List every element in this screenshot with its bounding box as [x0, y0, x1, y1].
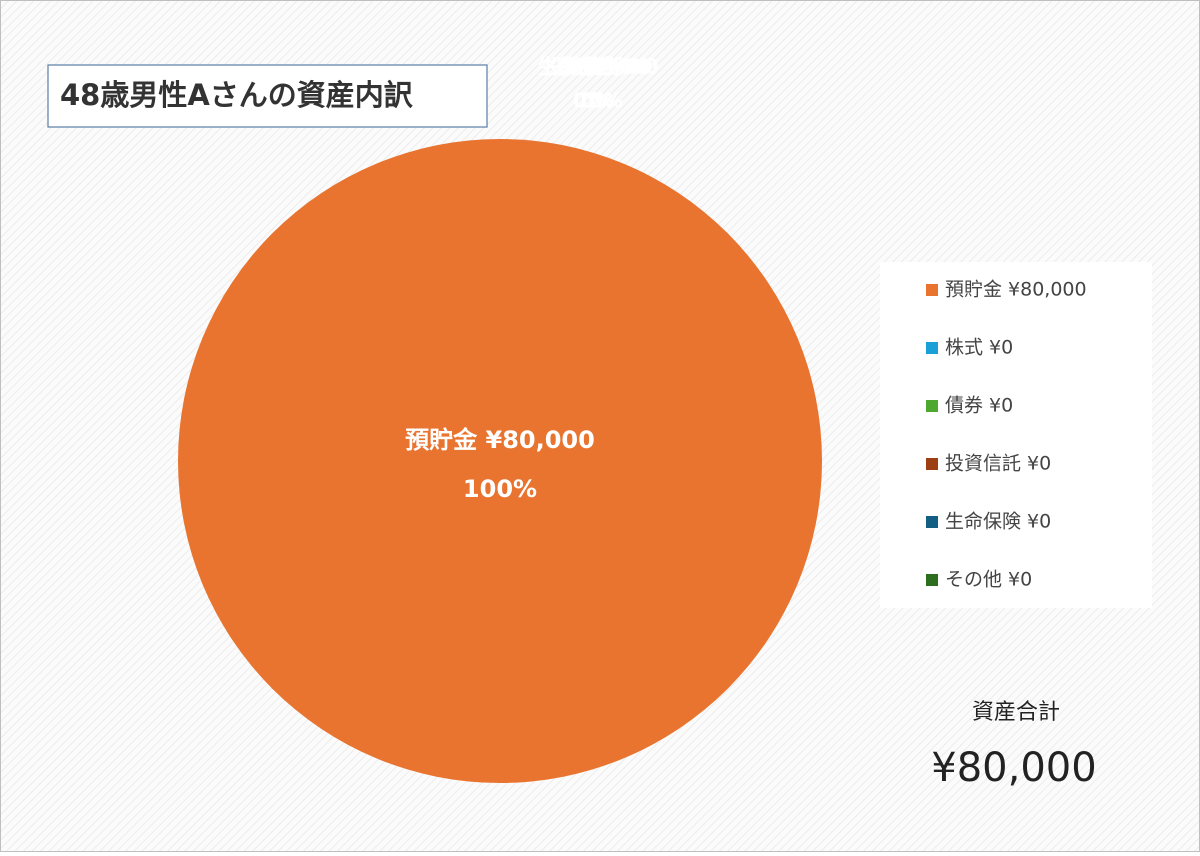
- title-box: [47, 64, 488, 128]
- data-label: 投資信託 ¥0: [544, 55, 659, 79]
- total-value: ¥80,000: [931, 745, 1096, 791]
- legend-label: 株式 ¥0: [945, 337, 1013, 359]
- legend-swatch: [926, 400, 938, 412]
- legend: 預貯金 ¥80,000 株式 ¥0 債券 ¥0 投資信託 ¥0 生命保険 ¥0 その他 ¥…: [926, 279, 1087, 591]
- data-label: 生命保険 ¥0: [538, 55, 653, 79]
- data-label: 株式 ¥0: [564, 55, 639, 79]
- pie-slice: [178, 139, 822, 783]
- data-label-percent: 100%: [463, 475, 537, 503]
- legend-label: その他 ¥0: [945, 569, 1032, 591]
- data-label-percent: 0%: [581, 89, 615, 113]
- legend-swatch: [926, 342, 938, 354]
- total-label: 資産合計: [972, 700, 1060, 725]
- legend-swatch: [926, 458, 938, 470]
- chart-title: 48歳男性Aさんの資産内訳: [60, 78, 414, 112]
- legend-label: 投資信託 ¥0: [945, 453, 1051, 475]
- data-label: 債券 ¥0: [557, 55, 633, 79]
- legend-box: [880, 262, 1152, 608]
- legend-swatch: [926, 284, 938, 296]
- data-label: その他 ¥0: [554, 55, 649, 79]
- pie: 預貯金 ¥80,000 100% 株式 ¥0 0% 債券 ¥0 0% 投資信託 ¥0 0% 生命…: [178, 55, 822, 783]
- legend-label: 債券 ¥0: [945, 395, 1013, 417]
- legend-swatch: [926, 574, 938, 586]
- legend-swatch: [926, 516, 938, 528]
- data-label-percent: 0%: [589, 89, 623, 113]
- data-label-percent: 0%: [581, 89, 615, 113]
- legend-label: 生命保険 ¥0: [945, 511, 1051, 533]
- legend-label: 預貯金 ¥80,000: [945, 279, 1087, 301]
- data-label-percent: 0%: [589, 89, 623, 113]
- data-label-percent: 0%: [573, 89, 607, 113]
- data-label: 預貯金 ¥80,000: [405, 426, 595, 454]
